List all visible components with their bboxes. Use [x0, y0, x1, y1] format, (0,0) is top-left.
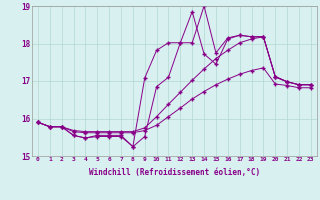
- X-axis label: Windchill (Refroidissement éolien,°C): Windchill (Refroidissement éolien,°C): [89, 168, 260, 177]
